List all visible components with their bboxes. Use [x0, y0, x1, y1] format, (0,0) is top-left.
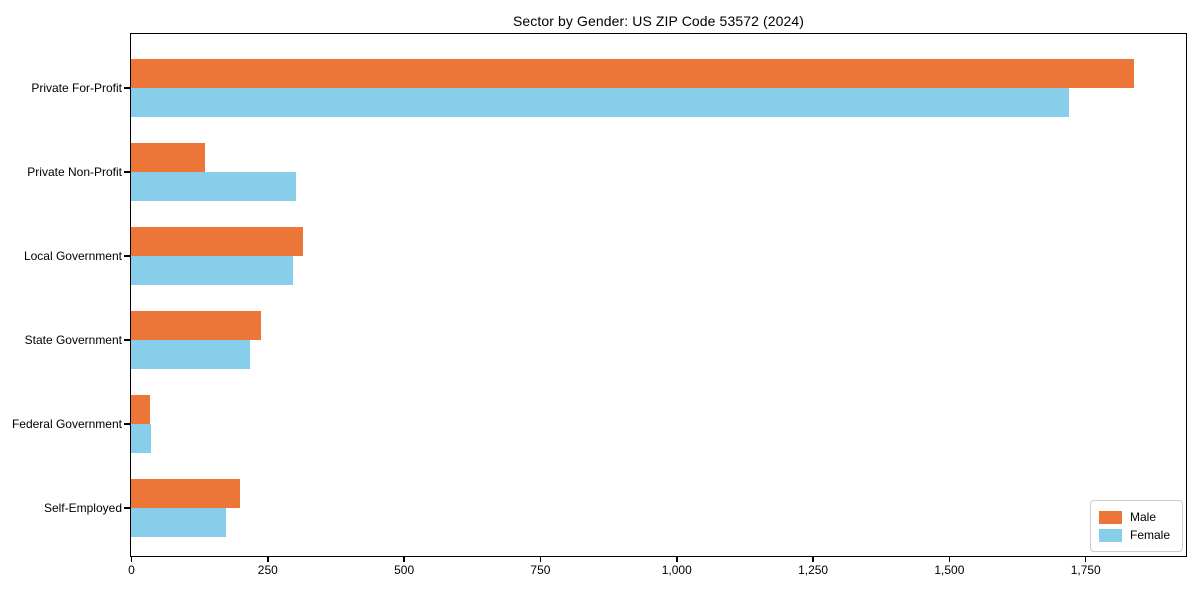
x-tick-label-750: 750 — [530, 563, 551, 577]
y-tick-label-private-non-profit: Private Non-Profit — [27, 165, 122, 179]
y-tick-label-self-employed: Self-Employed — [43, 501, 122, 515]
bar-male-local-government — [131, 226, 303, 256]
x-tick-mark — [948, 557, 951, 562]
x-tick-mark — [539, 557, 542, 562]
x-tick-label-1500: 1,500 — [934, 563, 965, 577]
bar-female-local-government — [131, 255, 293, 285]
x-tick-mark — [267, 557, 269, 562]
y-tick-mark — [124, 87, 130, 89]
bar-female-federal-government — [131, 423, 151, 453]
y-axis-labels: Private For-Profit Private Non-Profit Loca… — [0, 33, 122, 557]
x-tick-mark — [130, 557, 133, 562]
legend-swatch-male — [1098, 510, 1122, 524]
bar-female-private-non-profit — [131, 171, 297, 201]
x-tick-label-250: 250 — [257, 563, 278, 577]
x-tick-label-1250: 1,250 — [798, 563, 829, 577]
bar-female-self-employed — [131, 507, 227, 537]
legend-item-female: Female — [1098, 528, 1170, 542]
x-tick-mark — [1084, 557, 1087, 562]
x-tick-label-1750: 1,750 — [1070, 563, 1101, 577]
bar-female-state-government — [131, 339, 250, 369]
bar-male-private-non-profit — [131, 142, 205, 172]
x-tick-mark — [812, 557, 814, 562]
x-tick-label-500: 500 — [394, 563, 415, 577]
bar-male-private-for-profit — [131, 58, 1135, 88]
y-tick-mark — [124, 339, 130, 341]
y-tick-label-state-government: State Government — [24, 333, 122, 347]
x-tick-mark — [676, 557, 678, 562]
y-tick-mark — [124, 171, 130, 173]
y-tick-label-federal-government: Federal Government — [11, 417, 122, 431]
y-tick-label-private-for-profit: Private For-Profit — [31, 81, 122, 95]
y-tick-mark — [124, 507, 130, 509]
legend-label-female: Female — [1129, 528, 1170, 542]
chart-title: Sector by Gender: US ZIP Code 53572 (202… — [512, 13, 805, 29]
legend-item-male: Male — [1098, 510, 1170, 524]
bar-male-self-employed — [131, 478, 241, 508]
bar-male-state-government — [131, 310, 261, 340]
x-tick-mark — [403, 557, 405, 562]
x-tick-label-0: 0 — [128, 563, 135, 577]
y-tick-mark — [124, 255, 130, 257]
y-tick-mark — [124, 423, 130, 425]
x-tick-label-1000: 1,000 — [661, 563, 692, 577]
plot-area: Male Female — [130, 33, 1187, 557]
legend-swatch-female — [1098, 528, 1122, 542]
bar-female-private-for-profit — [131, 87, 1069, 117]
bar-male-federal-government — [131, 394, 150, 424]
y-tick-label-local-government: Local Government — [23, 249, 122, 263]
legend-label-male: Male — [1129, 510, 1156, 524]
legend: Male Female — [1089, 500, 1183, 552]
